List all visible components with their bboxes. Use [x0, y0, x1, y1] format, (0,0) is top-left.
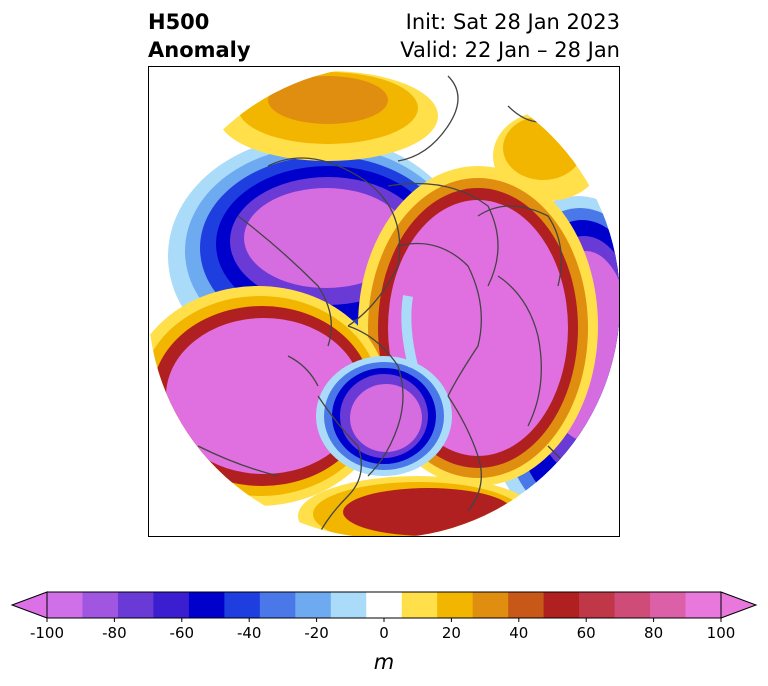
coastlines [197, 75, 589, 537]
colorbar-tick-label: 0 [379, 624, 389, 642]
colorbar-tick-label: -20 [304, 624, 329, 642]
colorbar-swatch [259, 592, 296, 618]
title-field: Anomaly [148, 38, 251, 62]
colorbar-swatch [437, 592, 474, 618]
colorbar-tick-label: 20 [442, 624, 461, 642]
colorbar-swatch [614, 592, 651, 618]
init-date: Init: Sat 28 Jan 2023 [405, 10, 620, 34]
negative-anomaly-cutoff [316, 356, 452, 476]
positive-anomaly-north [218, 71, 603, 201]
colorbar-tick-label: -60 [170, 624, 195, 642]
colorbar-swatch [295, 592, 332, 618]
colorbar-swatch [579, 592, 616, 618]
colorbar-swatch [330, 592, 367, 618]
colorbar-tick-label: -100 [30, 624, 64, 642]
colorbar-swatch [685, 592, 722, 618]
colorbar: -100 -80 -60 -40 -20 0 20 40 60 80 100 m [10, 591, 758, 674]
anomaly-shading [148, 71, 620, 537]
colorbar-tick-label: -40 [237, 624, 262, 642]
colorbar-tick-label: -80 [102, 624, 127, 642]
anomaly-map [148, 66, 620, 537]
colorbar-swatch [472, 592, 509, 618]
colorbar-extend-high [720, 591, 758, 619]
colorbar-unit-label: m [374, 650, 394, 674]
colorbar-swatch [224, 592, 261, 618]
colorbar-tick-label: 40 [509, 624, 528, 642]
colorbar-swatch [82, 592, 119, 618]
colorbar-tick-label: 80 [644, 624, 663, 642]
positive-anomaly-west [148, 286, 388, 506]
colorbar-swatch [650, 592, 687, 618]
title-right: Init: Sat 28 Jan 2023 Valid: 22 Jan – 28… [400, 8, 620, 64]
colorbar-swatch [401, 592, 438, 618]
colorbar-swatch [47, 592, 83, 618]
valid-range: Valid: 22 Jan – 28 Jan [400, 38, 620, 62]
title-variable: H500 [148, 10, 210, 34]
colorbar-swatch [543, 592, 580, 618]
title-left: H500 Anomaly [148, 8, 251, 64]
colorbar-extend-low [10, 591, 48, 619]
colorbar-tick-label: 60 [577, 624, 596, 642]
colorbar-swatch [153, 592, 190, 618]
colorbar-swatch [508, 592, 545, 618]
colorbar-swatch [117, 592, 154, 618]
colorbar-swatch [366, 592, 403, 618]
colorbar-swatch [188, 592, 225, 618]
colorbar-tick-label: 100 [707, 624, 736, 642]
